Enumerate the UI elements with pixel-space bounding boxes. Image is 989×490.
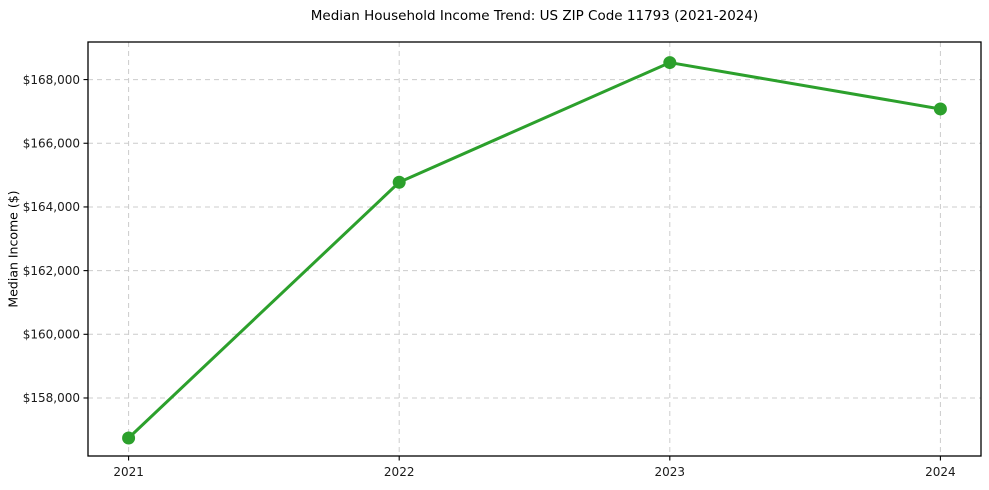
y-tick-label: $158,000 [23,391,80,405]
y-tick-label: $166,000 [23,136,80,150]
x-tick-label: 2023 [655,465,686,479]
chart-title: Median Household Income Trend: US ZIP Co… [310,8,759,24]
x-tick-label: 2024 [925,465,956,479]
plot-border [87,41,982,457]
trend-line [127,61,942,440]
x-tick-label: 2022 [384,465,415,479]
data-point-marker [933,102,947,116]
y-tick-label: $168,000 [23,73,80,87]
x-tick-label: 2021 [113,465,144,479]
data-point-marker [392,175,406,189]
data-point-marker [663,56,677,70]
y-tick-label: $160,000 [23,328,80,342]
y-tick-label: $164,000 [23,200,80,214]
y-tick-label: $162,000 [23,264,80,278]
data-point-marker [122,431,136,445]
